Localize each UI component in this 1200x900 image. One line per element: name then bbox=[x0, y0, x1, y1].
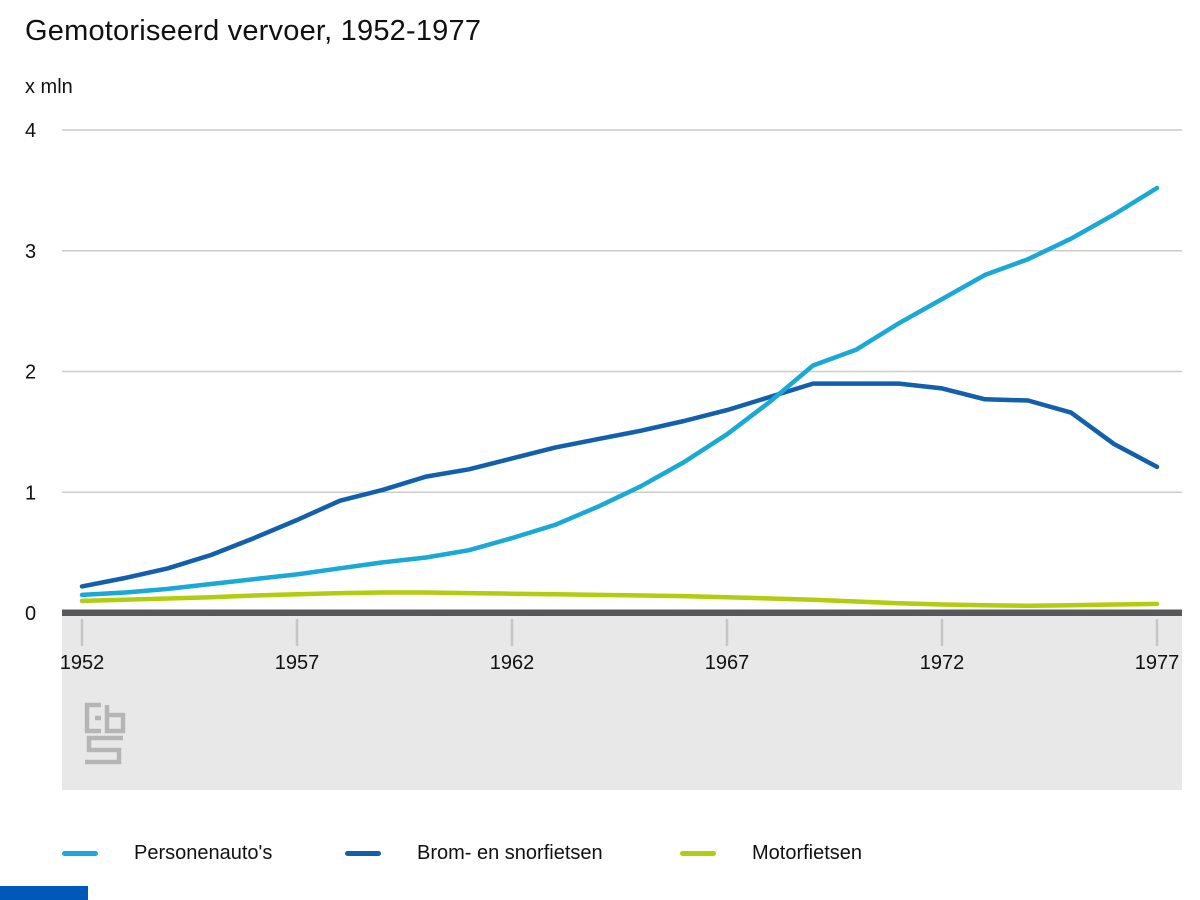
svg-text:3: 3 bbox=[25, 241, 36, 263]
svg-text:1972: 1972 bbox=[920, 652, 965, 674]
svg-text:1977: 1977 bbox=[1135, 652, 1180, 674]
cbs-brand-bar bbox=[0, 886, 88, 900]
legend-item-bromfietsen[interactable]: Brom- en snorfietsen bbox=[345, 840, 603, 866]
legend-item-personenautos[interactable]: Personenauto's bbox=[62, 840, 272, 866]
svg-text:0: 0 bbox=[25, 603, 36, 625]
legend-item-motorfietsen[interactable]: Motorfietsen bbox=[680, 840, 862, 866]
svg-text:4: 4 bbox=[25, 120, 36, 142]
legend-label-personenautos: Personenauto's bbox=[134, 841, 273, 864]
chart-legend: Personenauto's Brom- en snorfietsen Moto… bbox=[0, 840, 1200, 868]
svg-text:1952: 1952 bbox=[60, 652, 105, 674]
svg-text:2: 2 bbox=[25, 362, 36, 384]
svg-text:1967: 1967 bbox=[705, 652, 750, 674]
cbs-logo-watermark bbox=[84, 702, 126, 765]
svg-text:1: 1 bbox=[25, 482, 36, 504]
chart-title: Gemotoriseerd vervoer, 1952-1977 bbox=[25, 15, 482, 47]
line-chart: 0 1 2 3 4 1952 1957 1962 1967 1972 1977 bbox=[25, 120, 1182, 790]
svg-text:1957: 1957 bbox=[275, 652, 320, 674]
legend-swatch-bromfietsen bbox=[345, 850, 381, 856]
legend-swatch-motorfietsen bbox=[680, 850, 716, 856]
legend-swatch-personenautos bbox=[62, 850, 98, 856]
legend-label-motorfietsen: Motorfietsen bbox=[752, 841, 863, 864]
svg-text:1962: 1962 bbox=[490, 652, 535, 674]
legend-label-bromfietsen: Brom- en snorfietsen bbox=[417, 841, 603, 864]
y-axis-unit-label: x mln bbox=[25, 76, 73, 98]
